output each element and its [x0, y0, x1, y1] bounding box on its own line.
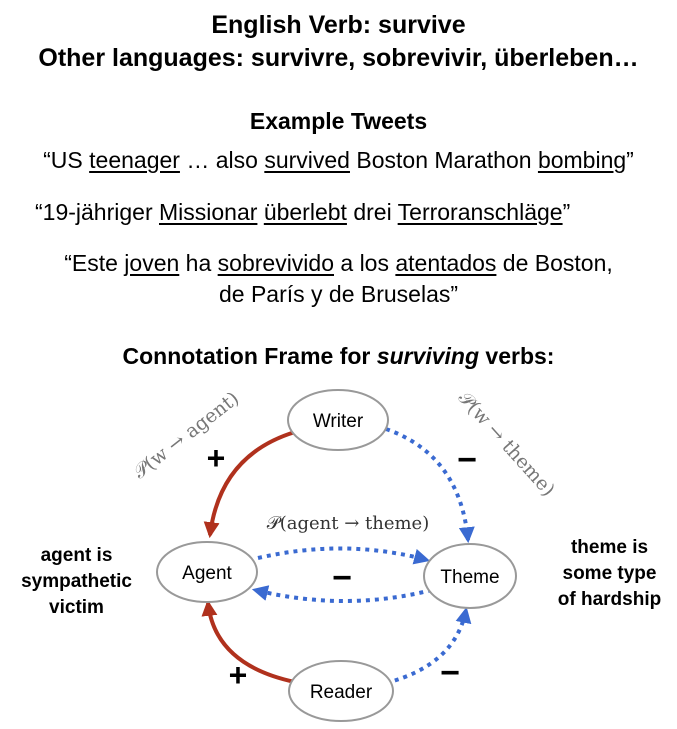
underlined-word: sobrevivido — [217, 250, 334, 276]
tweet-spanish-line1: “Este joven ha sobrevivido a los atentad… — [0, 248, 677, 278]
theme-note-line: of hardship — [557, 589, 662, 610]
node-agent — [156, 541, 258, 603]
agent-note-line: agent is — [40, 545, 113, 566]
tweet-text: “US — [43, 147, 90, 173]
theme-note: theme is some type of hardship — [542, 535, 677, 613]
tweet-english: “US teenager … also survived Boston Mara… — [0, 145, 677, 175]
tweet-text: ” — [626, 147, 634, 173]
node-reader-label: Reader — [310, 682, 373, 703]
tweet-text: … also — [179, 147, 265, 173]
tweet-text: a los — [334, 250, 396, 276]
node-writer-label: Writer — [313, 411, 364, 432]
node-writer — [287, 389, 389, 451]
theme-note-line: some type — [562, 563, 657, 584]
other-languages: Other languages: survivre, sobrevivir, ü… — [38, 44, 639, 72]
tweet-text: drei — [346, 199, 398, 225]
sign-agent-theme: − — [332, 559, 352, 597]
sign-writer-theme: − — [457, 441, 477, 479]
node-theme — [423, 543, 517, 609]
underlined-word: bombing — [537, 147, 627, 173]
tweet-text: ha — [179, 250, 218, 276]
underlined-word: teenager — [89, 147, 180, 173]
label-writer-to-agent: 𝒫(w → agent) — [129, 387, 243, 483]
tweet-text: “19-jähriger — [35, 199, 159, 225]
example-tweets-heading: Example Tweets — [249, 108, 428, 134]
tweet-german: “19-jähriger Missionar überlebt drei Ter… — [35, 197, 570, 227]
underlined-word: survived — [264, 147, 350, 173]
node-agent-label: Agent — [182, 563, 232, 584]
label-agent-to-theme: 𝒫(agent → theme) — [267, 513, 429, 534]
underlined-word: Terroranschläge — [397, 199, 563, 225]
agent-note: agent is sympathetic victim — [0, 543, 153, 621]
agent-note-line: victim — [49, 597, 104, 618]
tweet-spanish-line2: de París y de Bruselas” — [218, 281, 459, 307]
frame-title-prefix: Connotation Frame for — [122, 343, 377, 369]
node-theme-label: Theme — [440, 567, 499, 588]
verb-title: English Verb: survive — [211, 11, 466, 39]
tweet-text: de Boston, — [496, 250, 613, 276]
edge-reader-theme — [385, 606, 472, 685]
frame-title-italic: surviving — [376, 343, 480, 369]
sign-reader-theme: − — [440, 654, 460, 692]
tweet-text: “Este — [64, 250, 125, 276]
tweet-text: ” — [562, 199, 571, 225]
edge-agent-theme — [257, 546, 431, 565]
edge-reader-agent — [201, 599, 296, 684]
underlined-word: joven — [124, 250, 180, 276]
edge-writer-agent — [203, 430, 296, 539]
underlined-word: überlebt — [263, 199, 347, 225]
theme-note-line: theme is — [570, 537, 649, 558]
underlined-word: Missionar — [159, 199, 258, 225]
underlined-word: atentados — [395, 250, 497, 276]
frame-title-suffix: verbs: — [479, 343, 555, 369]
agent-note-line: sympathetic — [21, 571, 132, 592]
edge-theme-agent — [251, 585, 433, 603]
sign-writer-agent: + — [207, 440, 226, 476]
tweet-text: Boston Marathon — [349, 147, 538, 173]
connotation-frame-heading: Connotation Frame for surviving verbs: — [0, 343, 677, 370]
edge-writer-theme — [385, 427, 475, 544]
sign-reader-agent: + — [229, 657, 248, 693]
node-reader — [288, 660, 394, 722]
